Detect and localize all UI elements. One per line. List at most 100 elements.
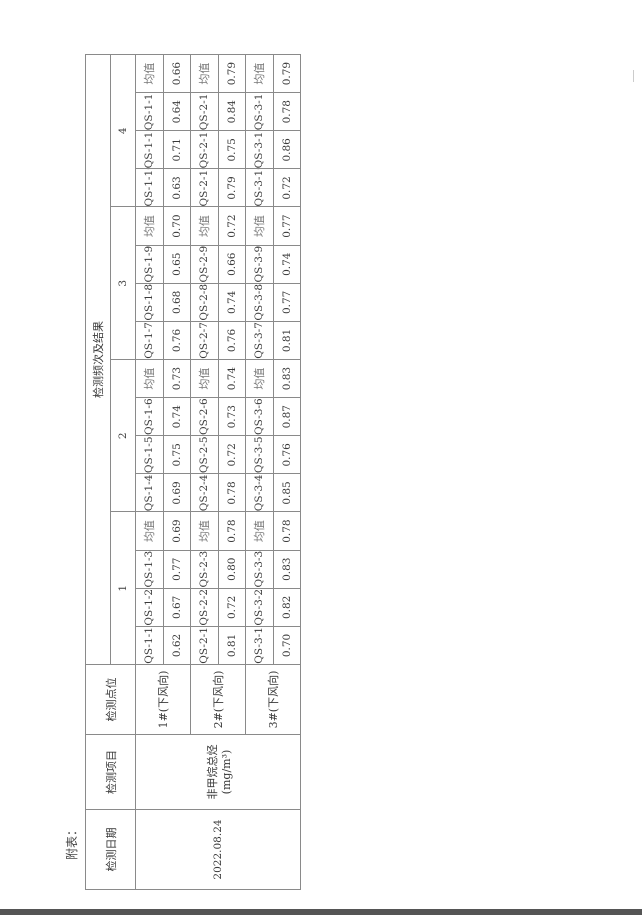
sample-label: QS-3-6 (245, 397, 273, 436)
sample-value: 0.66 (163, 54, 191, 93)
sample-value: 0.72 (218, 588, 246, 627)
point-cell: 2#(下风向) (190, 664, 246, 735)
sample-value: 0.68 (163, 283, 191, 322)
sample-label: QS-3-2 (245, 588, 273, 627)
sample-label: QS-1-5 (135, 435, 163, 474)
sample-value: 0.86 (273, 130, 301, 169)
sample-value: 0.78 (218, 473, 246, 512)
sample-value: 0.83 (273, 550, 301, 589)
sample-value: 0.83 (273, 359, 301, 398)
sample-label: 均值 (190, 207, 218, 246)
sample-label: 均值 (135, 207, 163, 246)
sample-value: 0.85 (273, 473, 301, 512)
sample-value: 0.65 (163, 245, 191, 284)
sample-value: 0.64 (163, 92, 191, 131)
scan-bottom-edge (0, 909, 642, 915)
page-edge-mark (633, 70, 634, 82)
frequency-header: 3 (110, 207, 136, 360)
item-name: 非甲烷总烃 (205, 744, 219, 800)
sample-value: 0.77 (273, 283, 301, 322)
date-cell: 2022.08.24 (135, 809, 301, 890)
sample-label: 均值 (245, 512, 273, 551)
sample-value: 0.75 (163, 435, 191, 474)
sample-value: 0.71 (163, 130, 191, 169)
sample-value: 0.76 (218, 321, 246, 360)
sample-value: 0.79 (218, 168, 246, 207)
sample-label: QS-2-2 (190, 588, 218, 627)
sample-value: 0.70 (163, 207, 191, 246)
sample-value: 0.78 (273, 512, 301, 551)
sample-label: QS-3-12 (245, 92, 273, 131)
sample-value: 0.74 (218, 359, 246, 398)
item-unit: (mg/m³) (219, 749, 233, 795)
header-results: 检测频次及结果 (85, 54, 111, 665)
sample-value: 0.72 (218, 435, 246, 474)
sample-value: 0.76 (273, 435, 301, 474)
sample-value: 0.74 (273, 245, 301, 284)
sample-label: QS-1-3 (135, 550, 163, 589)
sample-value: 0.69 (163, 512, 191, 551)
sample-label: QS-1-9 (135, 245, 163, 284)
sample-label: QS-3-8 (245, 283, 273, 322)
sample-label: QS-2-4 (190, 473, 218, 512)
sample-label: QS-3-11 (245, 130, 273, 169)
sample-label: QS-3-10 (245, 168, 273, 207)
sample-value: 0.74 (218, 283, 246, 322)
point-cell: 3#(下风向) (245, 664, 301, 735)
sample-value: 0.66 (218, 245, 246, 284)
sample-label: QS-1-4 (135, 473, 163, 512)
sample-label: QS-2-12 (190, 92, 218, 131)
sample-label: QS-3-5 (245, 435, 273, 474)
sample-value: 0.81 (218, 626, 246, 665)
sample-value: 0.74 (163, 397, 191, 436)
frequency-header: 4 (110, 54, 136, 207)
sample-label: 均值 (135, 54, 163, 93)
sample-value: 0.77 (273, 207, 301, 246)
sample-value: 0.72 (218, 207, 246, 246)
sample-value: 0.77 (163, 550, 191, 589)
sample-value: 0.78 (273, 92, 301, 131)
sample-label: QS-2-5 (190, 435, 218, 474)
sample-value: 0.79 (218, 54, 246, 93)
sample-label: 均值 (190, 359, 218, 398)
sample-label: QS-1-6 (135, 397, 163, 436)
table-row: 2022.08.24 非甲烷总烃 (mg/m³) 1#(下风向) QS-1-1 QS-1-… (135, 54, 301, 890)
sample-label: QS-1-7 (135, 321, 163, 360)
sample-value: 0.78 (218, 512, 246, 551)
sample-label: 均值 (135, 359, 163, 398)
header-date: 检测日期 (85, 809, 136, 890)
sample-value: 0.73 (218, 397, 246, 436)
sample-label: QS-3-7 (245, 321, 273, 360)
frequency-header: 2 (110, 359, 136, 512)
sample-label: QS-2-7 (190, 321, 218, 360)
sample-value: 0.84 (218, 92, 246, 131)
sample-label: 均值 (190, 54, 218, 93)
sample-value: 0.79 (273, 54, 301, 93)
sample-label: QS-1-8 (135, 283, 163, 322)
sample-value: 0.73 (163, 359, 191, 398)
sample-label: QS-3-9 (245, 245, 273, 284)
header-item: 检测项目 (85, 734, 136, 810)
sample-label: QS-2-9 (190, 245, 218, 284)
sample-value: 0.80 (218, 550, 246, 589)
sample-value: 0.72 (273, 168, 301, 207)
sample-label: 均值 (245, 54, 273, 93)
sample-label: 均值 (135, 512, 163, 551)
sample-label: QS-2-6 (190, 397, 218, 436)
sample-value: 0.75 (218, 130, 246, 169)
sample-label: 均值 (245, 207, 273, 246)
sample-label: QS-3-4 (245, 473, 273, 512)
item-cell: 非甲烷总烃 (mg/m³) (135, 734, 301, 810)
sample-value: 0.67 (163, 588, 191, 627)
caption: 附表： (65, 823, 79, 860)
sample-label: QS-3-3 (245, 550, 273, 589)
sample-label: QS-3-1 (245, 626, 273, 665)
sample-label: 均值 (190, 512, 218, 551)
sample-value: 0.87 (273, 397, 301, 436)
sample-label: QS-1-10 (135, 168, 163, 207)
sample-value: 0.82 (273, 588, 301, 627)
sample-value: 0.69 (163, 473, 191, 512)
sample-value: 0.62 (163, 626, 191, 665)
